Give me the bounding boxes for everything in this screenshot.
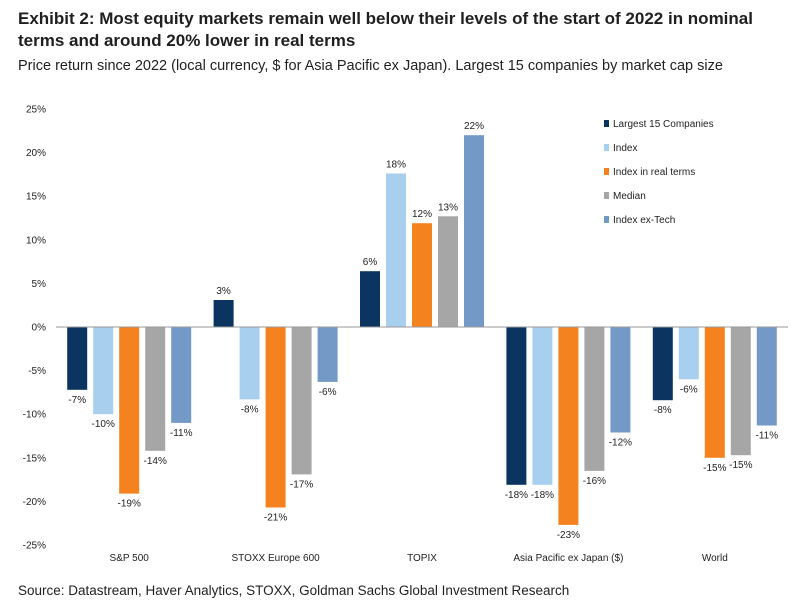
chart-title: Exhibit 2: Most equity markets remain we… bbox=[18, 9, 753, 50]
y-tick-label: -5% bbox=[28, 366, 46, 377]
legend-swatch bbox=[604, 168, 609, 175]
y-tick-label: -25% bbox=[23, 541, 46, 552]
bar bbox=[532, 327, 553, 485]
y-tick-label: 15% bbox=[26, 192, 46, 203]
bar bbox=[652, 327, 673, 401]
bar bbox=[93, 327, 114, 415]
bar-chart: 25%20%15%10%5%0%-5%-10%-15%-20%-25% -7%-… bbox=[23, 105, 788, 564]
y-axis: 25% 20% 15% 10% 5% 0% -5% -10% -15% -20% -25% bbox=[23, 105, 46, 552]
legend-swatch bbox=[604, 144, 609, 151]
category-label: Asia Pacific ex Japan ($) bbox=[513, 553, 623, 564]
data-label: -16% bbox=[583, 476, 606, 487]
y-tick-label: 25% bbox=[26, 105, 46, 116]
category-label: World bbox=[702, 553, 728, 564]
bar bbox=[291, 327, 312, 475]
y-tick-label: 10% bbox=[26, 235, 46, 246]
bar bbox=[506, 327, 527, 485]
legend-label: Index ex-Tech bbox=[613, 215, 675, 226]
legend-swatch bbox=[604, 120, 609, 127]
y-tick-label: 5% bbox=[32, 279, 47, 290]
bar bbox=[730, 327, 751, 456]
bar bbox=[239, 327, 260, 400]
legend-swatch bbox=[604, 192, 609, 199]
data-label: 13% bbox=[438, 202, 458, 213]
category-labels: S&P 500 STOXX Europe 600 TOPIX Asia Pacific… bbox=[110, 553, 728, 564]
data-label: -8% bbox=[241, 404, 259, 415]
bar bbox=[265, 327, 286, 508]
data-label: -23% bbox=[557, 530, 580, 541]
y-tick-label: -10% bbox=[23, 410, 46, 421]
chart-subtitle: Price return since 2022 (local currency,… bbox=[18, 58, 723, 74]
bar bbox=[171, 327, 192, 423]
data-label: 3% bbox=[216, 286, 231, 297]
bar bbox=[756, 327, 777, 426]
legend-label: Largest 15 Companies bbox=[613, 119, 714, 130]
data-label: -11% bbox=[170, 428, 193, 439]
data-label: -14% bbox=[144, 456, 167, 467]
data-label: 18% bbox=[386, 160, 406, 171]
legend-label: Index in real terms bbox=[613, 167, 695, 178]
legend-swatch bbox=[604, 216, 609, 223]
legend: Largest 15 Companies Index Index in real t… bbox=[604, 119, 714, 226]
source-note: Source: Datastream, Haver Analytics, STO… bbox=[18, 583, 570, 598]
bar bbox=[386, 173, 406, 327]
bar bbox=[119, 327, 140, 494]
y-tick-label: 0% bbox=[32, 323, 47, 334]
y-tick-label: -15% bbox=[23, 453, 46, 464]
bar bbox=[464, 135, 484, 327]
data-label: -21% bbox=[264, 513, 287, 524]
category-label: S&P 500 bbox=[110, 553, 150, 564]
legend-label: Median bbox=[613, 191, 646, 202]
bar bbox=[360, 271, 380, 327]
data-label: -6% bbox=[680, 384, 698, 395]
bar bbox=[438, 216, 458, 327]
data-label: -18% bbox=[505, 490, 528, 501]
data-label: -17% bbox=[290, 479, 313, 490]
data-label: -18% bbox=[531, 490, 554, 501]
y-tick-label: -20% bbox=[23, 497, 46, 508]
bar bbox=[317, 327, 338, 382]
value-labels: -7% -10% -19% -14% -11% 3% -8% -21% -17% -6% 6% 18%… bbox=[68, 121, 778, 541]
bar bbox=[678, 327, 699, 380]
bar bbox=[704, 327, 725, 458]
data-label: -6% bbox=[319, 387, 337, 398]
data-label: -12% bbox=[609, 438, 632, 449]
y-tick-label: 20% bbox=[26, 148, 46, 159]
data-label: 12% bbox=[412, 209, 432, 220]
legend-label: Index bbox=[613, 143, 637, 154]
bar bbox=[67, 327, 88, 390]
bar bbox=[558, 327, 579, 525]
data-label: 22% bbox=[464, 121, 484, 132]
category-label: TOPIX bbox=[407, 553, 437, 564]
category-label: STOXX Europe 600 bbox=[231, 553, 320, 564]
bar bbox=[412, 223, 432, 327]
bar bbox=[584, 327, 605, 471]
data-label: -15% bbox=[729, 460, 752, 471]
bars bbox=[67, 135, 777, 525]
data-label: -11% bbox=[755, 431, 778, 442]
data-label: -8% bbox=[654, 405, 672, 416]
bar bbox=[213, 300, 234, 327]
data-label: -15% bbox=[703, 463, 726, 474]
data-label: -7% bbox=[68, 395, 86, 406]
data-label: -10% bbox=[92, 419, 115, 430]
bar bbox=[145, 327, 166, 451]
bar bbox=[610, 327, 631, 433]
data-label: -19% bbox=[118, 499, 141, 510]
data-label: 6% bbox=[363, 257, 378, 268]
